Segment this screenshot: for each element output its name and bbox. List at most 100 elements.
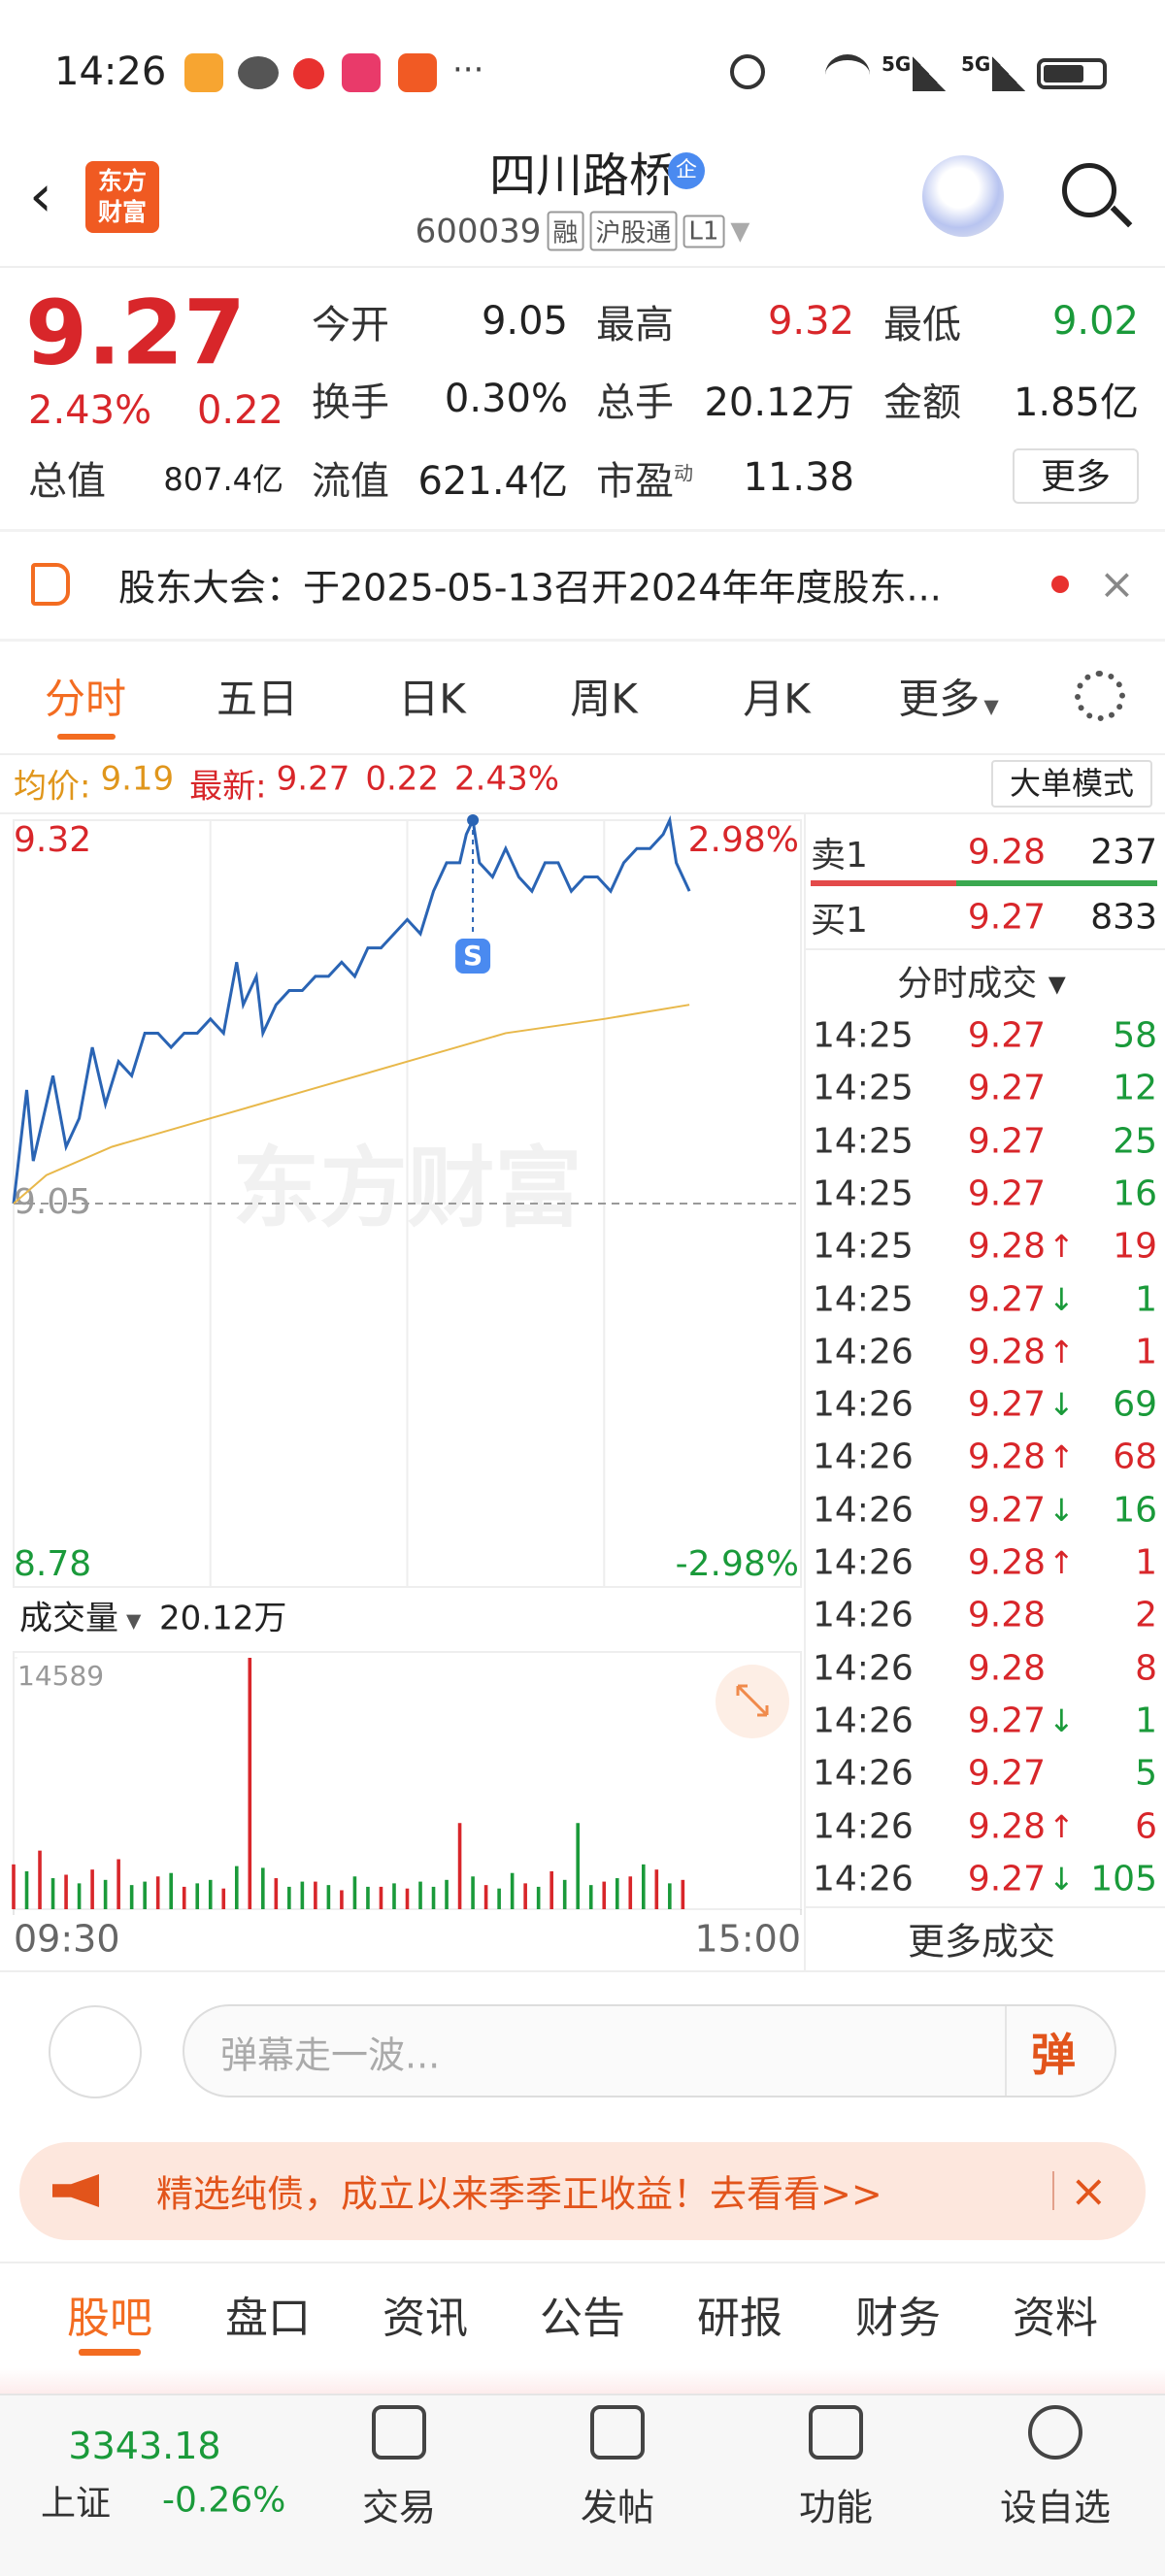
comment-icon[interactable] [49,2005,142,2098]
book-bar-sell [811,880,956,886]
avg-label: 均价: [14,767,91,807]
network-label: 5G [882,52,912,76]
field-value: 1.85亿 [1013,380,1139,425]
bottom-tab[interactable]: 财务 [855,2294,941,2343]
tab[interactable]: 周K [570,675,638,723]
wifi-icon [825,54,870,95]
price-line [13,1004,690,1205]
comment-placeholder: 弹幕走一波... [220,2033,441,2077]
field-label: 流值 [312,459,389,504]
comment-input[interactable] [183,2004,1116,2097]
nav-item[interactable]: 功能 [798,2486,874,2529]
book-bar-buy [956,880,1157,886]
app-icon [293,58,324,89]
notice-text[interactable]: 股东大会：于2025-05-13召开2024年年度股东... [118,566,942,610]
trade-volume: 6 [1135,1806,1157,1846]
annotation-label: S [463,940,483,972]
tab[interactable]: 分时 [44,675,127,723]
divider [0,529,1165,532]
field-label: 金额 [883,380,961,425]
nav-icon [372,2405,426,2460]
index-change[interactable]: -0.26% [162,2480,286,2521]
more-trades[interactable]: 更多成交 [907,1920,1056,1964]
y-tick-label: 8.78 [14,1544,91,1584]
trades-title[interactable]: 分时成交 ▾ [897,964,1066,1004]
ad-banner[interactable] [19,2142,1146,2240]
volume-bar [103,1879,108,1909]
volume-bar [536,1886,541,1909]
volume-bar [155,1876,160,1909]
more-button[interactable]: 更多 [1013,448,1139,504]
avatar[interactable] [922,155,1004,237]
volume-bar [523,1883,527,1909]
trade-price: 9.28 [967,1806,1046,1846]
unread-dot [1051,576,1069,593]
field-label: 总值 [28,459,106,504]
trade-volume: 16 [1113,1173,1157,1214]
bottom-tab[interactable]: 资料 [1013,2294,1098,2343]
trade-volume: 8 [1135,1648,1157,1689]
field-label: 最低 [883,303,961,347]
volume-bar [379,1886,383,1909]
tab[interactable]: 更多 ▼ [898,675,999,723]
volume-bar [549,1870,553,1909]
x-tick-label: 15:00 [694,1918,801,1961]
trade-arrow: ↑ [1048,1544,1075,1581]
volume-bar [457,1823,462,1909]
bottom-tab[interactable]: 研报 [697,2294,782,2343]
dropdown: ▼ [126,1609,142,1633]
mode-button[interactable]: 大单模式 [991,760,1152,808]
volume-bar [90,1869,94,1909]
trade-time: 14:25 [813,1068,914,1108]
trade-time: 14:26 [813,1806,914,1846]
index-value[interactable]: 3343.18 [68,2425,221,2467]
volume-bar [405,1888,410,1909]
search-icon[interactable] [1062,163,1116,217]
bottom-tab[interactable]: 盘口 [225,2294,311,2343]
ad-text[interactable]: 精选纯债，成立以来季季正收益！去看看>> [156,2172,882,2216]
nav-item[interactable]: 发帖 [580,2486,655,2529]
trade-time: 14:25 [813,1015,914,1056]
volume-bar [221,1888,226,1909]
volume-bar [497,1888,501,1909]
volume-bar [602,1881,607,1909]
nav-item[interactable]: 交易 [361,2486,437,2529]
tab[interactable]: 五日 [216,675,299,723]
bottom-tab[interactable]: 股吧 [67,2294,152,2343]
app-logo[interactable]: 东方财富 [85,161,159,233]
close-button[interactable]: × [1099,559,1135,610]
settings-icon[interactable] [1075,671,1125,721]
field-label: 换手 [312,380,389,425]
volume-bar [208,1879,213,1909]
trade-price: 9.28 [967,1648,1046,1689]
volume-bar [366,1886,370,1909]
annotation-box [455,939,491,974]
field-value: 9.05 [481,299,568,344]
volume-bar [234,1866,239,1909]
nav-icon [1028,2405,1082,2460]
trade-arrow: ↓ [1048,1386,1075,1424]
ad-close[interactable]: × [1070,2164,1108,2217]
tab[interactable]: 日K [398,675,466,723]
trade-volume: 1 [1135,1542,1157,1583]
bottom-tab[interactable]: 资讯 [383,2294,468,2343]
nav-item[interactable]: 设自选 [999,2486,1112,2529]
back-button[interactable]: ‹ [29,162,52,230]
trade-time: 14:25 [813,1279,914,1319]
danmu-button[interactable]: 弹 [1031,2029,1076,2081]
trade-arrow: ↓ [1048,1280,1075,1318]
volume-bar [50,1878,55,1909]
trade-price: 9.28 [967,1595,1046,1635]
trade-volume: 105 [1090,1859,1157,1899]
trade-price: 9.27 [967,1490,1046,1531]
bottom-tab[interactable]: 公告 [540,2294,625,2343]
book-volume: 833 [1090,897,1157,938]
book-volume: 237 [1090,832,1157,873]
volume-bar [274,1878,279,1909]
volume-bar [352,1876,357,1909]
tab[interactable]: 月K [743,675,811,723]
app-icon [342,53,381,92]
change-pct: 2.43% [454,759,560,799]
last-price: 9.27 [25,281,246,385]
index-name[interactable]: 上证 [41,2484,112,2524]
